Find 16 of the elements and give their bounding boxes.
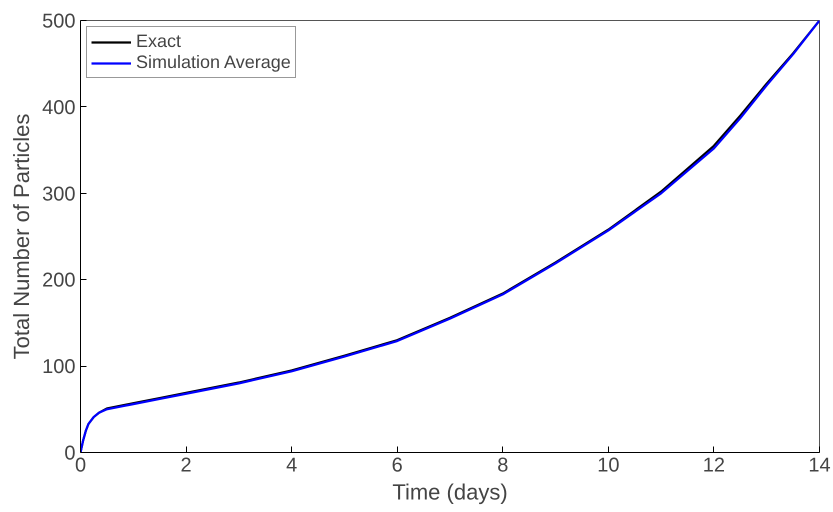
x-tick-label: 4: [286, 454, 298, 476]
y-tick-label: 200: [42, 270, 76, 292]
x-tick-label: 14: [808, 454, 831, 476]
legend-label: Simulation Average: [136, 52, 291, 73]
y-tick-label: 300: [42, 183, 76, 206]
x-axis-title: Time (days): [392, 480, 508, 504]
x-tick-label: 6: [392, 454, 403, 476]
y-tick-label: 400: [42, 96, 76, 119]
x-tick-label: 12: [702, 454, 726, 476]
y-tick-label: 500: [42, 10, 76, 32]
x-tick-label: 2: [180, 454, 192, 476]
x-tick-label: 8: [497, 454, 508, 476]
x-tick-label: 10: [597, 454, 620, 476]
y-tick-label: 100: [42, 356, 76, 378]
y-axis-title: Total Number of Particles: [9, 114, 34, 360]
legend-label: Exact: [136, 31, 182, 52]
